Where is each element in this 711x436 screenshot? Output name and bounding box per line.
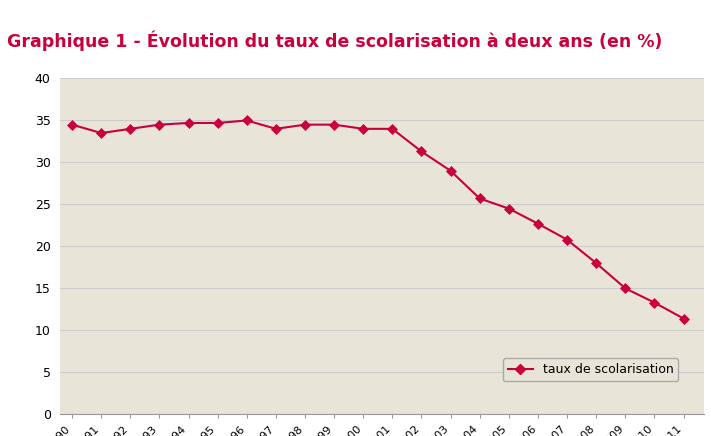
Text: Graphique 1 - Évolution du taux de scolarisation à deux ans (en %): Graphique 1 - Évolution du taux de scola…	[7, 31, 663, 51]
Legend: taux de scolarisation: taux de scolarisation	[503, 358, 678, 381]
